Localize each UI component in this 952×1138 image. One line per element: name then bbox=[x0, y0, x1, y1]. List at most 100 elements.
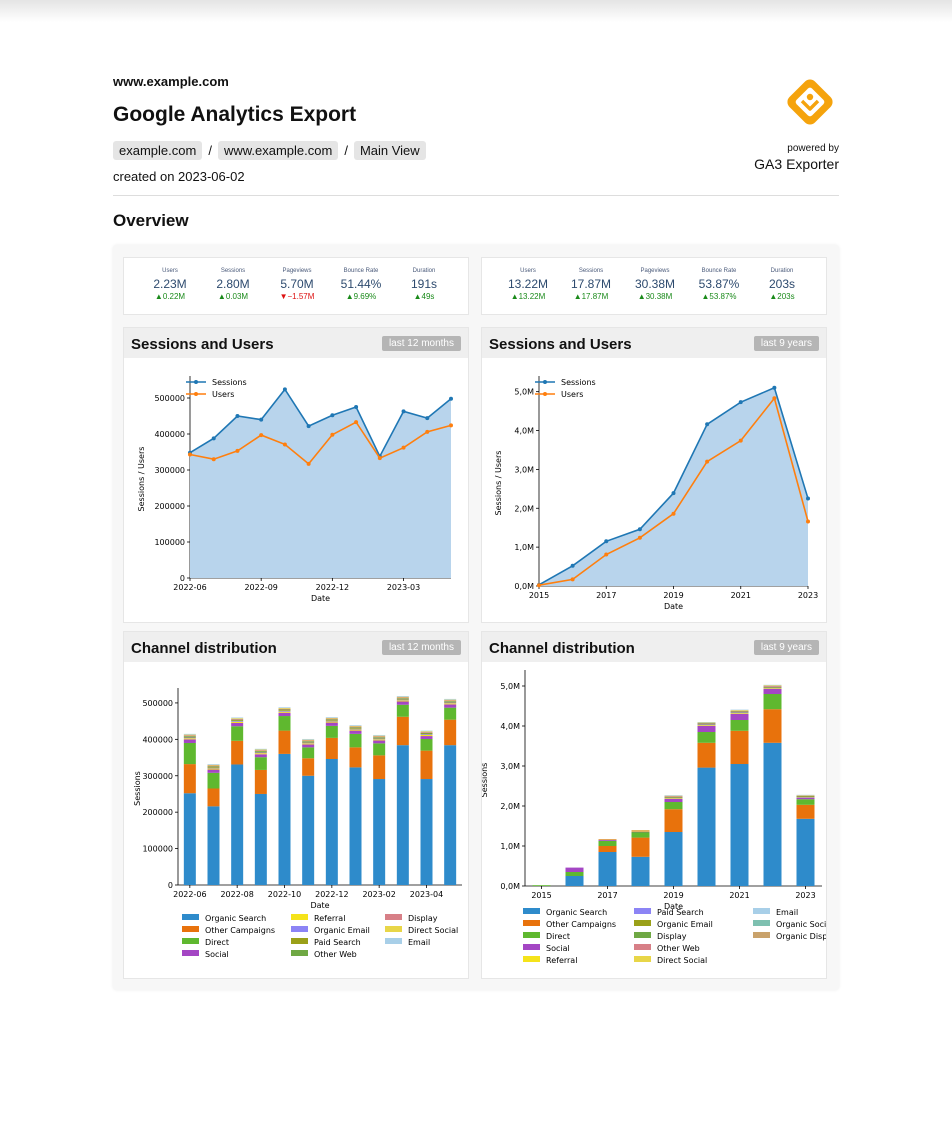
bar-segment bbox=[183, 764, 196, 794]
y-axis-label: Sessions bbox=[482, 763, 489, 798]
sessions-point bbox=[425, 416, 430, 421]
bar-segment bbox=[796, 796, 815, 797]
bar-segment bbox=[207, 766, 220, 768]
bar-segment bbox=[396, 745, 409, 885]
legend-label: Sessions bbox=[561, 378, 596, 387]
bar-segment bbox=[730, 710, 749, 712]
bar-segment bbox=[325, 720, 338, 721]
bar-segment bbox=[631, 830, 650, 832]
y-tick-label: 2,0M bbox=[514, 504, 534, 513]
legend-label: Email bbox=[408, 938, 430, 947]
period-badge[interactable]: last 12 months bbox=[381, 336, 461, 351]
bar-segment bbox=[396, 696, 409, 697]
kpi-value: 30.38M bbox=[634, 277, 676, 291]
bar-segment bbox=[763, 685, 782, 686]
x-tick-label: 2022-12 bbox=[315, 890, 348, 899]
bar-segment bbox=[796, 794, 815, 796]
bar-segment bbox=[697, 725, 716, 726]
bar-segment bbox=[796, 796, 815, 797]
breadcrumb: example.com / www.example.com / Main Vie… bbox=[113, 141, 426, 160]
x-tick-label: 2023-02 bbox=[362, 890, 395, 899]
x-axis-label: Date bbox=[664, 902, 683, 911]
sessions-point bbox=[449, 396, 453, 401]
bar-segment bbox=[207, 769, 220, 773]
legend-swatch bbox=[182, 926, 199, 932]
period-badge[interactable]: last 9 years bbox=[753, 640, 819, 655]
kpi-delta: ▼−1.57M bbox=[279, 292, 315, 301]
bar-segment bbox=[373, 737, 386, 739]
users-point bbox=[637, 535, 642, 540]
bar-segment bbox=[664, 797, 683, 799]
bar-segment bbox=[697, 732, 716, 743]
bar-segment bbox=[254, 749, 267, 751]
bar-segment bbox=[598, 839, 617, 840]
legend-swatch bbox=[523, 956, 540, 962]
kpi-value: 17.87M bbox=[570, 277, 612, 291]
bar-segment bbox=[420, 730, 433, 732]
y-tick-label: 300000 bbox=[142, 772, 173, 781]
channel-distribution-12-months-panel: Channel distribution last 12 months 0 100… bbox=[123, 631, 469, 979]
panel-header: Channel distribution last 12 months bbox=[124, 632, 468, 662]
bar-segment bbox=[697, 722, 716, 723]
kpi-label: Bounce Rate bbox=[343, 268, 379, 274]
bar-segment bbox=[697, 722, 716, 723]
y-tick-label: 4,0M bbox=[500, 722, 520, 731]
bar-segment bbox=[254, 748, 267, 750]
legend-swatch bbox=[182, 914, 199, 920]
legend-swatch bbox=[291, 926, 308, 932]
x-axis-label: Date bbox=[310, 901, 329, 910]
channel-distribution-chart-9-years: 0,0M 1,0M 2,0M 3,0M 4,0M 5,0M 2015 2017 2019 2021… bbox=[480, 670, 839, 965]
sessions-point bbox=[330, 413, 335, 418]
bar-segment bbox=[373, 738, 386, 740]
bar-segment bbox=[183, 735, 196, 737]
x-tick-label: 2017 bbox=[596, 591, 616, 600]
bar-segment bbox=[373, 736, 386, 738]
kpi-pageviews: Pageviews 30.38M ▲30.38M bbox=[623, 258, 687, 301]
bar-segment bbox=[565, 876, 584, 886]
x-tick-label: 2015 bbox=[531, 891, 551, 900]
bar-segment bbox=[207, 767, 220, 768]
kpi-duration: Duration 191s ▲49s bbox=[392, 258, 456, 301]
bar-segment bbox=[254, 793, 267, 885]
y-tick-label: 200000 bbox=[142, 808, 173, 817]
breadcrumb-property[interactable]: www.example.com bbox=[217, 141, 339, 160]
legend-swatch bbox=[753, 908, 770, 914]
kpi-value: 51.44% bbox=[340, 277, 382, 291]
kpi-users: Users 2.23M ▲0.22M bbox=[138, 258, 202, 301]
bar-segment bbox=[231, 721, 244, 723]
legend-label: Paid Search bbox=[657, 908, 704, 917]
breadcrumb-view[interactable]: Main View bbox=[353, 141, 426, 160]
bar-segment bbox=[444, 719, 457, 746]
bar-segment bbox=[697, 723, 716, 724]
users-point bbox=[401, 445, 406, 450]
y-tick-label: 300000 bbox=[154, 466, 185, 475]
bar-segment bbox=[763, 686, 782, 688]
bar-segment bbox=[207, 788, 220, 807]
period-badge[interactable]: last 9 years bbox=[753, 336, 819, 351]
bar-segment bbox=[278, 709, 291, 711]
period-badge[interactable]: last 12 months bbox=[381, 640, 461, 655]
bar-segment bbox=[664, 795, 683, 796]
bar-segment bbox=[349, 767, 362, 885]
bar-segment bbox=[183, 742, 196, 765]
bar-segment bbox=[207, 772, 220, 789]
bar-segment bbox=[231, 717, 244, 719]
created-date: created on 2023-06-02 bbox=[113, 169, 245, 184]
bar-segment bbox=[420, 750, 433, 780]
y-tick-label: 200000 bbox=[154, 502, 185, 511]
bar-segment bbox=[349, 728, 362, 730]
bar-segment bbox=[254, 757, 267, 770]
users-point bbox=[570, 577, 575, 582]
legend-label: Other Web bbox=[314, 950, 357, 959]
x-tick-label: 2023-03 bbox=[387, 583, 420, 592]
legend-swatch bbox=[523, 920, 540, 926]
breadcrumb-account[interactable]: example.com bbox=[113, 141, 203, 160]
y-tick-label: 5,0M bbox=[514, 388, 534, 397]
bar-segment bbox=[444, 701, 457, 703]
users-point bbox=[330, 432, 335, 437]
bar-segment bbox=[697, 767, 716, 886]
x-tick-label: 2021 bbox=[731, 591, 751, 600]
kpi-sessions: Sessions 2.80M ▲0.03M bbox=[201, 258, 265, 301]
bar-segment bbox=[231, 719, 244, 721]
sessions-point bbox=[235, 414, 240, 418]
